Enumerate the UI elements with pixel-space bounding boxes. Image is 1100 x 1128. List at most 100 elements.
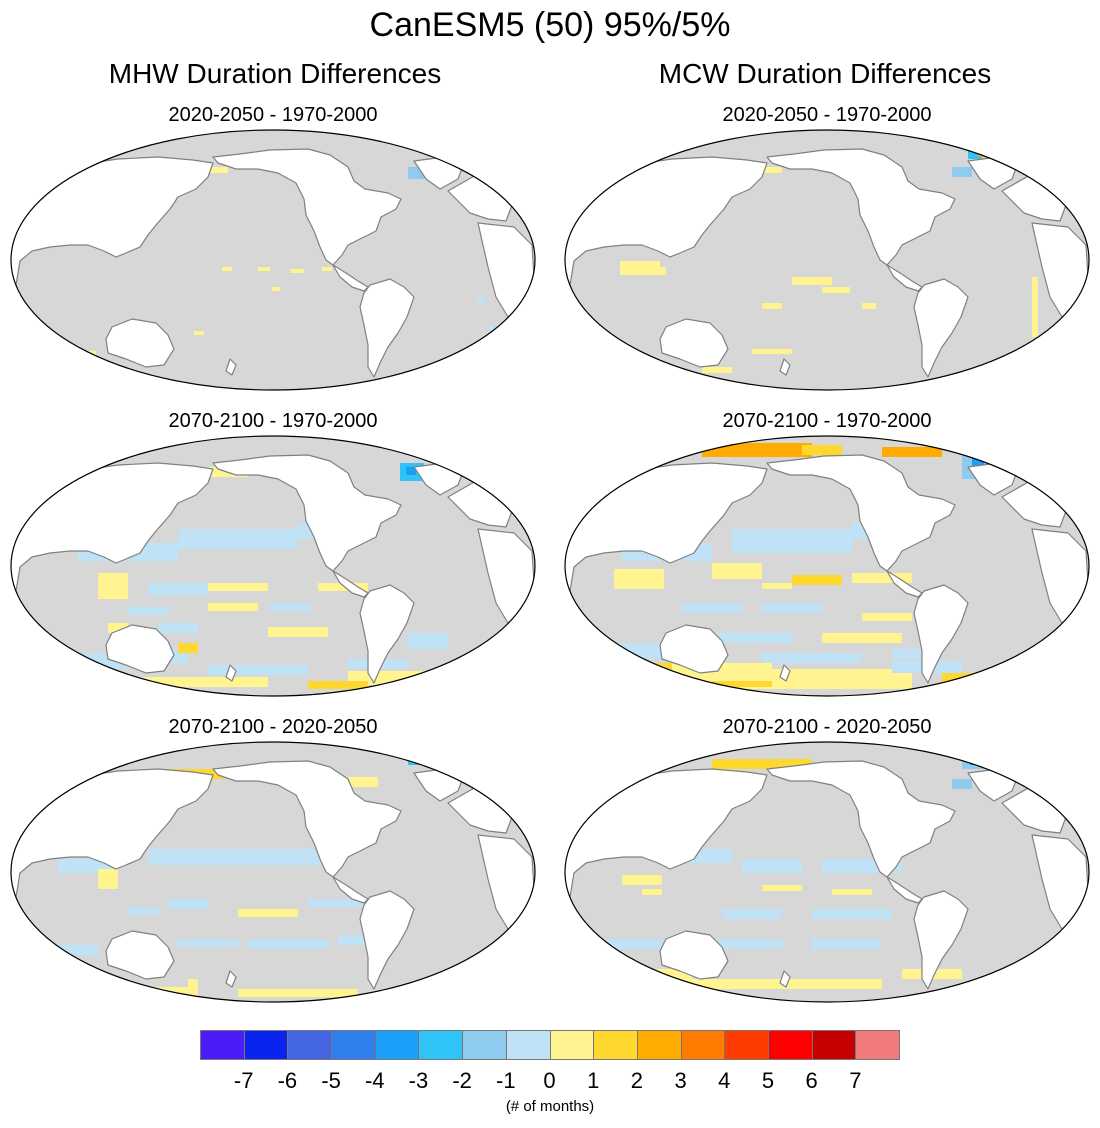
anomaly-patch: [222, 267, 232, 271]
land-newZealand: [225, 970, 237, 988]
anomaly-patch: [702, 367, 732, 373]
anomaly-patch: [952, 167, 972, 177]
land-centralAmerica: [332, 264, 369, 292]
colorbar-swatch: [593, 1030, 638, 1060]
anomaly-patch: [178, 529, 298, 549]
anomaly-patch: [592, 969, 692, 983]
anomaly-patch: [168, 899, 208, 909]
anomaly-patch: [98, 573, 128, 599]
anomaly-patch: [702, 443, 812, 457]
colorbar-tick-label: 2: [630, 1068, 643, 1093]
anomaly-patch: [892, 649, 942, 659]
anomaly-patch: [272, 287, 280, 291]
land-africaEdge: [11, 296, 23, 330]
land-centralAmerica: [886, 264, 923, 292]
anomaly-patch: [712, 759, 812, 769]
colorbar-swatch: [505, 1030, 551, 1060]
map-frame: [10, 741, 536, 1003]
anomaly-patch: [148, 849, 208, 865]
map-panel-mhw-2020-2050: 2020-2050 - 1970-2000: [8, 103, 538, 393]
anomaly-patch: [268, 627, 328, 637]
land-australia: [105, 624, 175, 674]
world-map: [564, 741, 1090, 1003]
colorbar-swatch: [636, 1030, 682, 1060]
colorbar-tick-label: -4: [364, 1068, 385, 1093]
anomaly-patch: [882, 447, 942, 457]
anomaly-patch: [952, 779, 972, 789]
colorbar-swatch: [680, 1030, 726, 1060]
land-northAmerica: [766, 454, 956, 572]
anomaly-patch: [832, 889, 872, 895]
anomaly-patch: [318, 583, 368, 591]
map-frame: [10, 129, 536, 391]
colorbar-tick-label: -6: [277, 1068, 298, 1093]
anomaly-patch: [348, 777, 378, 787]
anomaly-patch: [188, 979, 198, 987]
anomaly-patch: [408, 751, 428, 765]
map-panel-mcw-2070-2100-vs-1970-2000: 2070-2100 - 1970-2000: [562, 409, 1092, 699]
land-eurasia: [565, 768, 768, 900]
land-australia: [105, 318, 175, 368]
panel-title: 2020-2050 - 1970-2000: [168, 104, 378, 126]
map-panel-mcw-2070-2100-vs-2020-2050: 2070-2100 - 2020-2050: [562, 715, 1092, 1005]
panel-title: 2020-2050 - 1970-2000: [722, 104, 932, 126]
anomaly-patch: [762, 885, 802, 891]
colorbar-swatch: [374, 1030, 420, 1060]
anomaly-patch: [194, 331, 204, 335]
colorbar: [200, 1030, 900, 1062]
anomaly-patch: [752, 349, 792, 354]
anomaly-patch: [702, 939, 782, 949]
land-eurasia: [11, 768, 214, 900]
anomaly-patch: [128, 607, 168, 615]
colorbar-tick-label: 6: [805, 1068, 818, 1093]
colorbar-swatch: [767, 1030, 813, 1060]
anomaly-patch: [208, 583, 268, 591]
anomaly-patch: [962, 751, 986, 769]
anomaly-patch: [772, 669, 912, 679]
land-australia: [659, 930, 729, 980]
anomaly-patch: [712, 563, 762, 579]
land-newZealand: [779, 358, 791, 376]
anomaly-patch: [290, 269, 304, 273]
land-northAmerica: [212, 148, 402, 266]
anomaly-patch: [802, 445, 842, 455]
anomaly-patch: [1032, 277, 1038, 337]
anomaly-patch: [812, 939, 882, 949]
colorbar-swatch: [200, 1030, 245, 1060]
land-newZealand: [779, 664, 791, 682]
colorbar-tick-label: 7: [849, 1068, 862, 1093]
land-newZealand: [779, 970, 791, 988]
anomaly-patch: [812, 909, 892, 919]
anomaly-patch: [208, 665, 308, 675]
column-title-mcw: MCW Duration Differences: [658, 58, 992, 89]
world-map: [564, 435, 1090, 697]
colorbar-swatch: [724, 1030, 769, 1060]
anomaly-patch: [270, 603, 310, 611]
map-panel-mhw-2070-2100-vs-1970-2000: 2070-2100 - 1970-2000: [8, 409, 538, 699]
anomaly-patch: [98, 869, 118, 889]
anomaly-patch: [238, 989, 358, 997]
land-northAmerica: [212, 454, 402, 572]
land-centralAmerica: [332, 570, 369, 598]
anomaly-patch: [642, 889, 662, 895]
world-map: [10, 741, 536, 1003]
anomaly-patch: [88, 351, 96, 355]
anomaly-patch: [682, 603, 742, 613]
anomaly-patch: [614, 569, 664, 589]
anomaly-patch: [408, 633, 448, 649]
land-africaEdge: [11, 602, 23, 636]
map-frame: [564, 435, 1090, 697]
anomaly-patch: [620, 261, 660, 275]
anomaly-patch: [248, 939, 328, 949]
column-title-mhw: MHW Duration Differences: [108, 58, 442, 89]
panel-title: 2070-2100 - 1970-2000: [168, 410, 378, 432]
land-centralAmerica: [886, 876, 923, 904]
colorbar-tick-label: -3: [408, 1068, 429, 1093]
land-australia: [659, 624, 729, 674]
anomaly-patch: [208, 849, 268, 865]
colorbar-swatch: [462, 1030, 507, 1060]
anomaly-patch: [128, 907, 158, 915]
land-centralAmerica: [886, 570, 923, 598]
land-southAmerica: [359, 278, 415, 378]
land-eurasia: [11, 156, 214, 288]
